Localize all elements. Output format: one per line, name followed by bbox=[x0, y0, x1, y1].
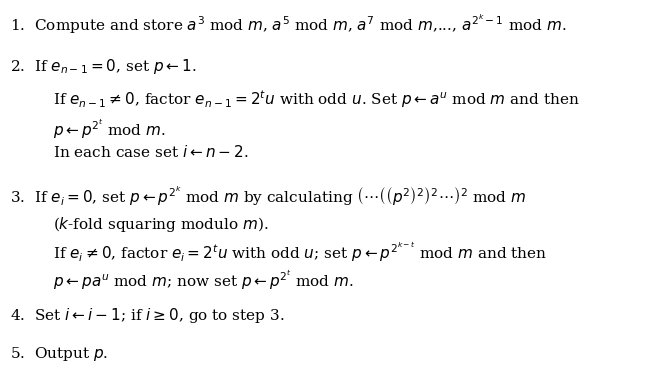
Text: $p \leftarrow pa^u$ mod $m$; now set $p \leftarrow p^{2^t}$ mod $m$.: $p \leftarrow pa^u$ mod $m$; now set $p … bbox=[53, 269, 354, 292]
Text: If $e_{n-1} \neq 0$, factor $e_{n-1} = 2^t u$ with odd $u$. Set $p \leftarrow a^: If $e_{n-1} \neq 0$, factor $e_{n-1} = 2… bbox=[53, 88, 580, 110]
Text: ($k$-fold squaring modulo $m$).: ($k$-fold squaring modulo $m$). bbox=[53, 215, 269, 234]
Text: 4.  Set $i \leftarrow i-1$; if $i \geq 0$, go to step 3.: 4. Set $i \leftarrow i-1$; if $i \geq 0$… bbox=[10, 306, 284, 325]
Text: $p \leftarrow p^{2^t}$ mod $m$.: $p \leftarrow p^{2^t}$ mod $m$. bbox=[53, 118, 166, 141]
Text: If $e_i \neq 0$, factor $e_i = 2^t u$ with odd $u$; set $p \leftarrow p^{2^{k-t}: If $e_i \neq 0$, factor $e_i = 2^t u$ wi… bbox=[53, 240, 547, 263]
Text: In each case set $i \leftarrow n-2$.: In each case set $i \leftarrow n-2$. bbox=[53, 144, 249, 160]
Text: 3.  If $e_i = 0$, set $p \leftarrow p^{2^k}$ mod $m$ by calculating $\left(\cdot: 3. If $e_i = 0$, set $p \leftarrow p^{2^… bbox=[10, 184, 526, 208]
Text: 5.  Output $p$.: 5. Output $p$. bbox=[10, 345, 109, 363]
Text: 1.  Compute and store $a^3$ mod $m$, $a^5$ mod $m$, $a^7$ mod $m$,..., $a^{2^k-1: 1. Compute and store $a^3$ mod $m$, $a^5… bbox=[10, 13, 567, 36]
Text: 2.  If $e_{n-1} = 0$, set $p \leftarrow 1$.: 2. If $e_{n-1} = 0$, set $p \leftarrow 1… bbox=[10, 57, 196, 76]
